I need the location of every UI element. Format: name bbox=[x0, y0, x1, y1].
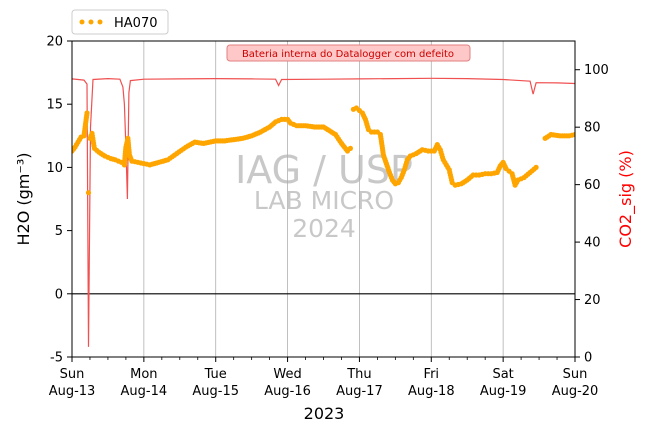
h2o-point bbox=[85, 190, 92, 196]
x-tick-label-day: Tue bbox=[204, 367, 227, 382]
x-tick-label-date: Aug-16 bbox=[264, 384, 311, 399]
legend-marker-3 bbox=[97, 19, 103, 25]
x-tick-label-day: Sun bbox=[563, 367, 588, 382]
vertical-grid bbox=[143, 41, 504, 357]
legend-box bbox=[71, 9, 169, 35]
y-right-tick-label: 100 bbox=[584, 63, 609, 78]
h2o-points bbox=[72, 105, 575, 196]
y-right-tick-label: 0 bbox=[584, 351, 592, 366]
annotation: Bateria interna do Datalogger com defeit… bbox=[226, 44, 471, 62]
h2o-point bbox=[347, 145, 353, 151]
y-left-tick-label: 5 bbox=[55, 224, 63, 239]
h2o-point bbox=[84, 110, 90, 116]
y-right-tick-label: 60 bbox=[584, 178, 601, 193]
x-tick-label-date: Aug-14 bbox=[121, 384, 168, 399]
y-left-tick-label: 0 bbox=[55, 287, 63, 302]
x-axis-label: 2023 bbox=[304, 404, 345, 423]
y-right-tick-label: 80 bbox=[584, 121, 601, 136]
x-axis: Sun Aug-13 Mon Aug-14 Tue Aug-15 Wed Aug-16 Thu A… bbox=[49, 357, 599, 399]
x-tick-label-day: Fri bbox=[424, 367, 440, 382]
y-left-axis-label: H2O (gm⁻³) bbox=[14, 153, 33, 246]
y-left-tick-label: -5 bbox=[50, 351, 63, 366]
h2o-point bbox=[572, 131, 575, 138]
x-tick-label-date: Aug-13 bbox=[49, 384, 96, 399]
h2o-point bbox=[533, 164, 539, 170]
y-left-tick-label: 15 bbox=[46, 98, 63, 113]
x-tick-label-day: Thu bbox=[346, 367, 371, 382]
y-left-tick-label: 10 bbox=[46, 161, 63, 176]
y-left-tick-label: 20 bbox=[46, 35, 63, 50]
watermark-line2: LAB MICRO bbox=[254, 186, 394, 215]
watermark-line3: 2024 bbox=[292, 214, 356, 243]
legend-marker-1 bbox=[79, 19, 85, 25]
y-right-axis-label: CO2_sig (%) bbox=[616, 150, 636, 248]
annotation-text: Bateria interna do Datalogger com defeit… bbox=[242, 49, 454, 60]
legend-marker-2 bbox=[88, 19, 94, 25]
x-tick-label-day: Wed bbox=[273, 367, 301, 382]
legend-entry-ha070: HA070 bbox=[114, 16, 157, 31]
y-right-axis: 0 20 40 60 80 100 bbox=[575, 63, 609, 366]
x-tick-label-date: Aug-20 bbox=[552, 384, 599, 399]
x-tick-label-date: Aug-18 bbox=[408, 384, 455, 399]
x-tick-label-day: Mon bbox=[130, 367, 157, 382]
x-tick-label-day: Sat bbox=[492, 367, 513, 382]
legend: HA070 bbox=[71, 9, 169, 35]
annotation-box bbox=[226, 44, 471, 62]
x-tick-label-day: Sun bbox=[60, 367, 85, 382]
y-right-tick-label: 20 bbox=[584, 293, 601, 308]
co2-sig-line bbox=[72, 77, 575, 347]
x-tick-label-date: Aug-15 bbox=[192, 384, 239, 399]
x-tick-label-date: Aug-19 bbox=[480, 384, 527, 399]
y-left-axis: -5 0 5 10 15 20 bbox=[46, 35, 72, 366]
x-tick-label-date: Aug-17 bbox=[336, 384, 383, 399]
y-right-tick-label: 40 bbox=[584, 236, 601, 251]
